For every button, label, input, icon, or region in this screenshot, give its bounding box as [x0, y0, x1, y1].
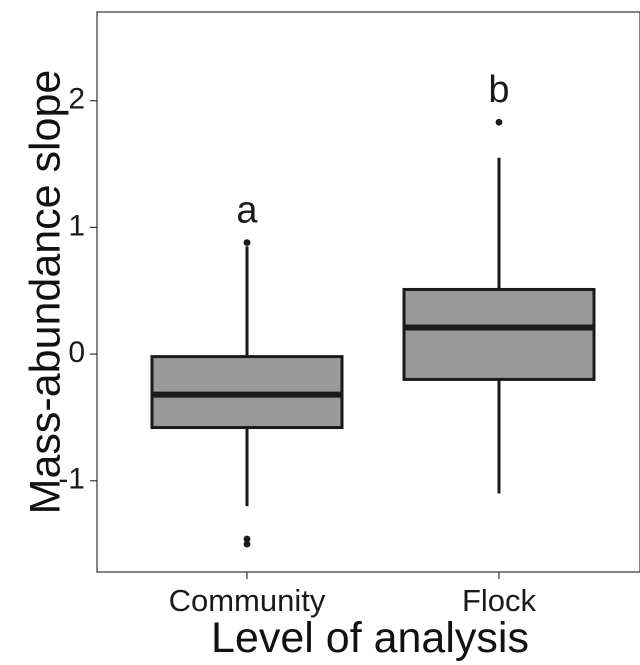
outlier-point — [243, 239, 251, 246]
y-axis: -1 0 1 2 — [58, 83, 97, 496]
y-axis-title: Mass-abundance slope — [21, 70, 69, 515]
boxes: ab — [150, 69, 596, 548]
box — [402, 287, 596, 381]
x-tick-label: Flock — [462, 583, 537, 618]
plot-frame — [96, 11, 640, 573]
y-tick-label: 0 — [68, 336, 85, 369]
outlier-point — [495, 118, 503, 126]
outlier-point — [243, 540, 251, 548]
x-axis: Community Flock — [169, 572, 537, 618]
box-group: b — [402, 69, 596, 494]
x-axis-title: Level of analysis — [211, 614, 529, 662]
significance-label: b — [488, 69, 509, 111]
significance-label: a — [236, 190, 258, 232]
y-tick-label: 1 — [68, 209, 85, 242]
outlier-point — [243, 535, 251, 543]
y-tick-label: -1 — [58, 463, 85, 496]
y-tick-label: 2 — [68, 83, 85, 116]
x-tick-label: Community — [169, 583, 326, 618]
box-group: a — [150, 190, 344, 548]
